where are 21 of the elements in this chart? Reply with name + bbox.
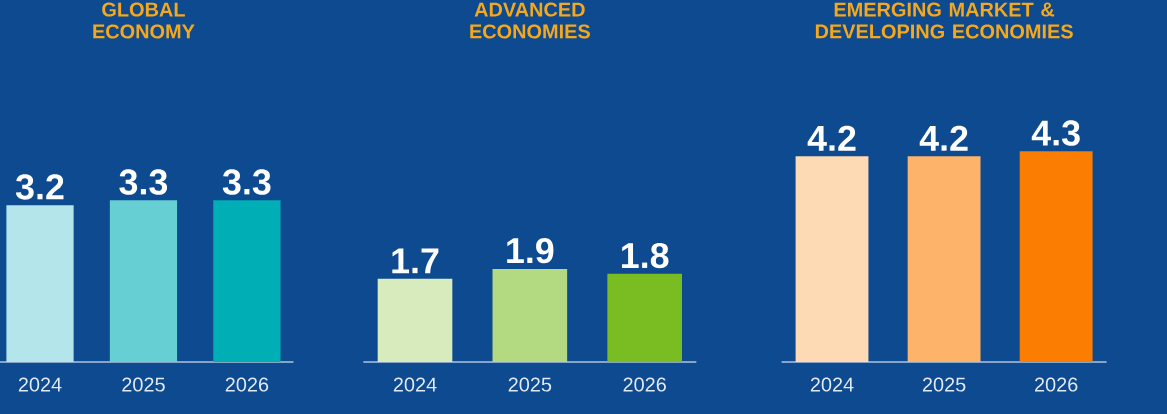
data-label: 4.2 (807, 125, 856, 151)
x-tick-label: 2024 (810, 377, 854, 392)
data-label: 3.2 (15, 174, 64, 200)
chart-title: GLOBAL ECONOMY (93, 2, 195, 39)
data-label: 1.7 (392, 248, 439, 274)
data-label: 3.3 (222, 169, 271, 195)
x-tick-label: 2025 (122, 377, 165, 392)
x-tick-label: 2024 (393, 377, 437, 392)
x-tick-label: 2025 (508, 377, 552, 392)
x-tick-label: 2026 (1034, 377, 1078, 392)
x-tick-label: 2024 (18, 377, 62, 392)
data-label: 1.9 (507, 238, 554, 264)
x-tick-label: 2025 (922, 377, 966, 392)
chart-title: ADVANCED ECONOMIES (470, 2, 590, 39)
data-label: 3.3 (119, 169, 168, 195)
data-label: 4.2 (919, 125, 968, 151)
chart-title: EMERGING MARKET & DEVELOPING ECONOMIES (815, 2, 1073, 39)
x-tick-label: 2026 (623, 377, 666, 392)
data-label: 4.3 (1031, 120, 1080, 146)
x-tick-label: 2026 (225, 377, 269, 392)
data-label: 1.8 (622, 242, 669, 269)
